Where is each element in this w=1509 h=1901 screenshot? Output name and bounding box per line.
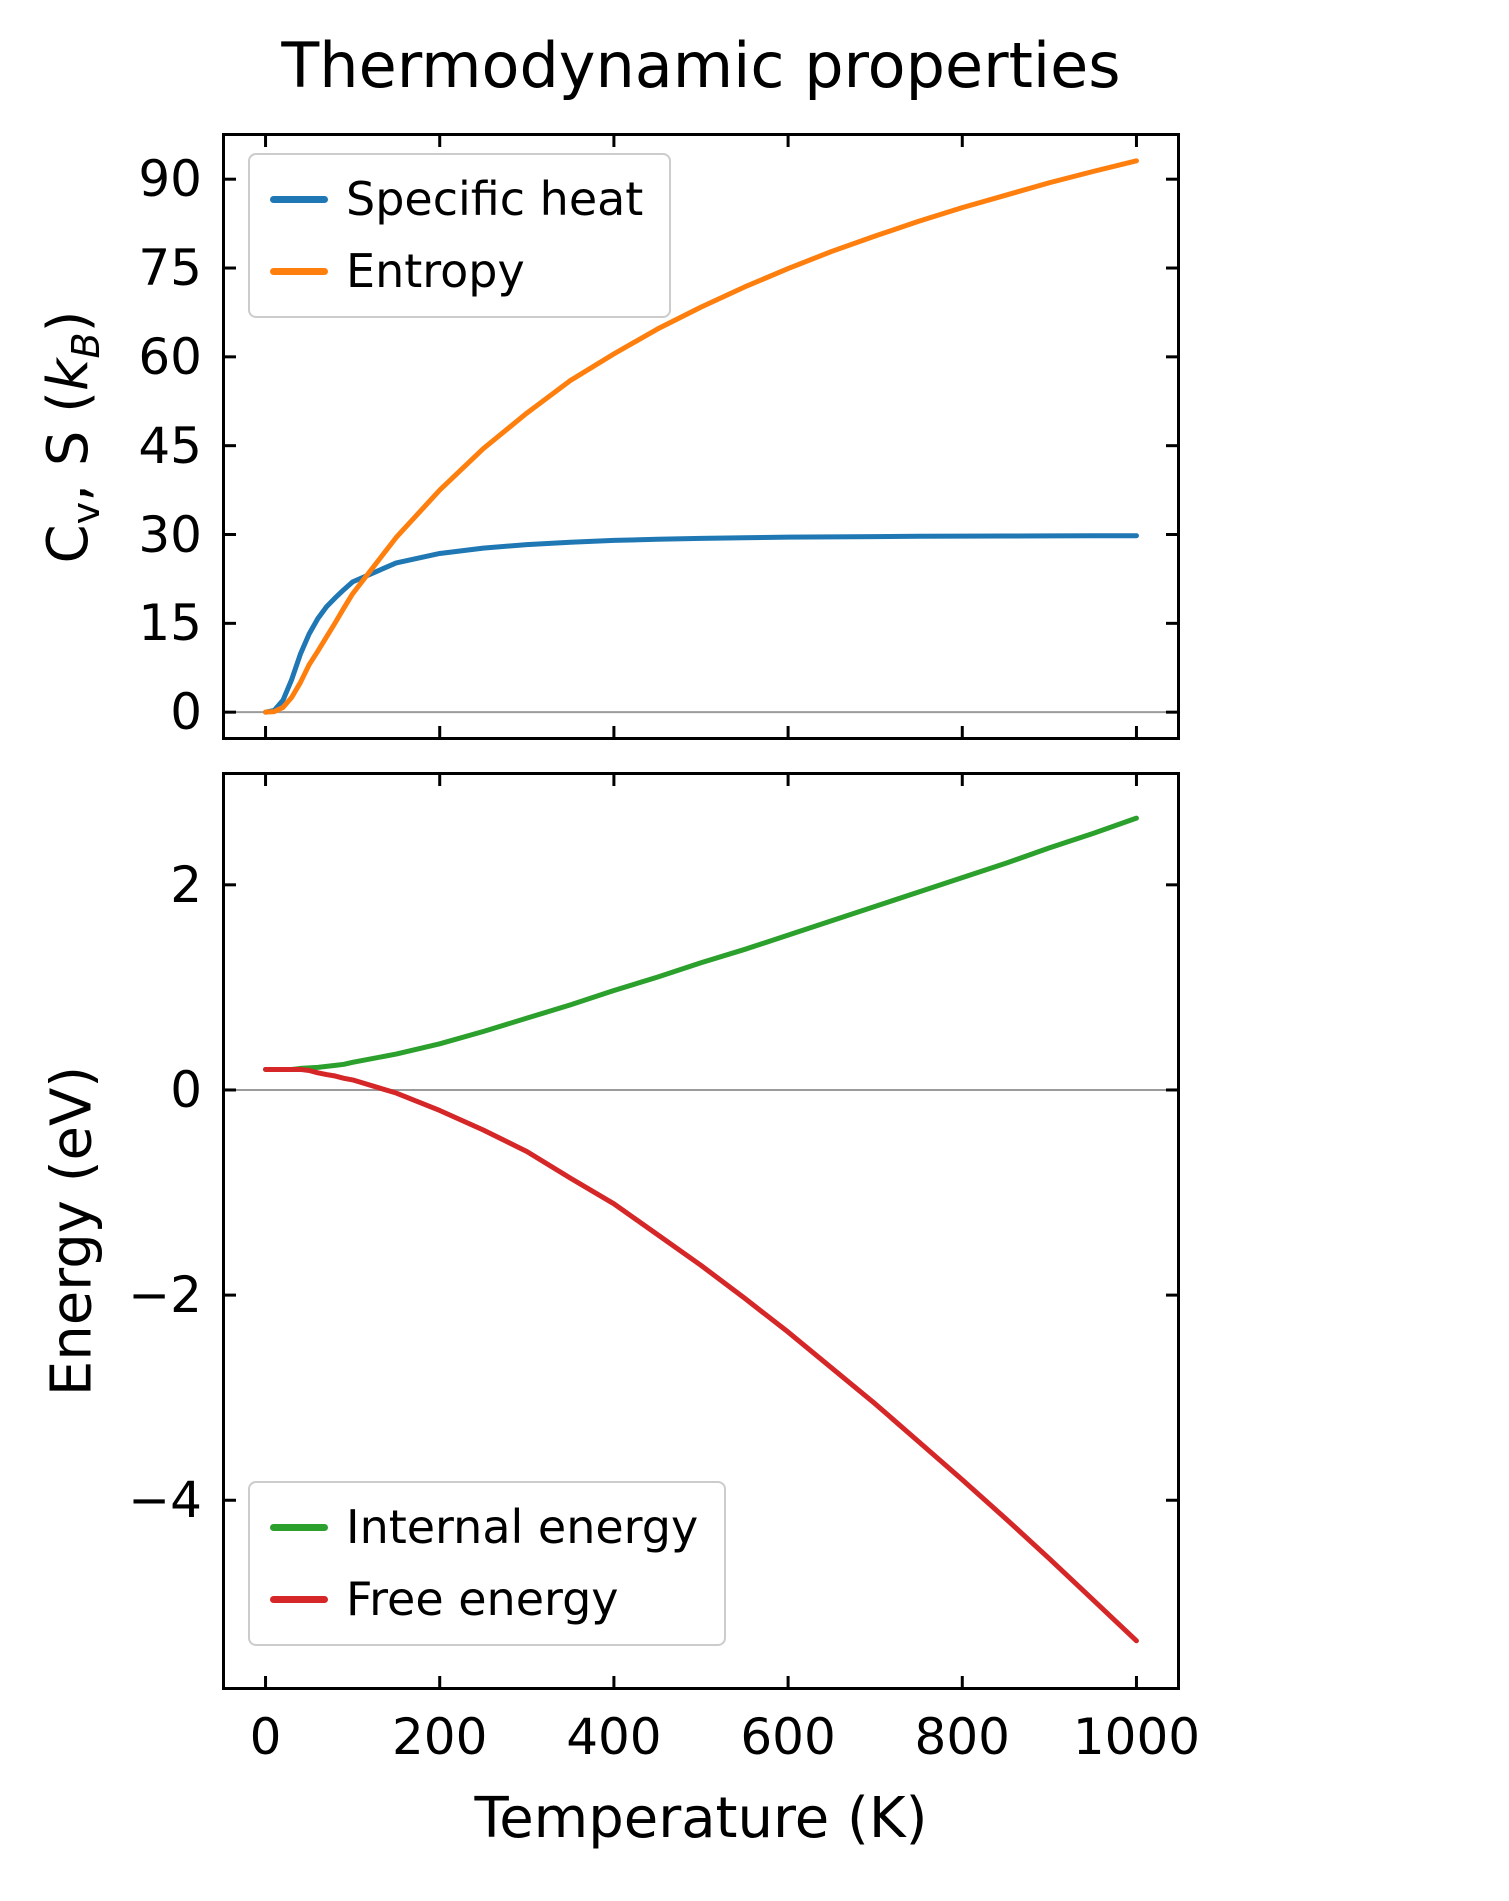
entropy-curve	[263, 158, 1139, 715]
top-legend: Specific heat Entropy	[248, 153, 672, 318]
free-energy-line-sample	[270, 1595, 328, 1603]
y-tick-label: 0	[170, 683, 202, 742]
y-tick-label: 90	[138, 150, 202, 209]
y-tick-label: 2	[170, 855, 202, 914]
y-tick-label: 45	[138, 416, 202, 475]
legend-label-entropy: Entropy	[346, 243, 525, 298]
y-tick-label: 30	[138, 505, 202, 564]
bottom-legend: Internal energy Free energy	[248, 1481, 727, 1646]
plot-canvas	[222, 772, 1180, 1690]
free-energy-curve	[263, 1066, 1139, 1644]
x-tick-label: 200	[392, 1708, 488, 1766]
entropy-line-sample	[270, 267, 328, 275]
top-y-axis-label: Cv, S (kB)	[35, 310, 109, 563]
x-tick-label: 400	[566, 1708, 662, 1766]
bottom-y-axis-label: Energy (eV)	[39, 1065, 105, 1397]
y-tick-label: 0	[170, 1060, 202, 1119]
specific-heat-line-sample	[270, 196, 328, 204]
plot-frame	[222, 772, 1180, 1690]
legend-item-free-energy: Free energy	[270, 1571, 698, 1629]
y-tick-label: 60	[138, 327, 202, 386]
x-tick-label: 800	[914, 1708, 1010, 1766]
top-plot: Cv, S (kB) Specific heat Entropy 0 15 30 45…	[36, 133, 1180, 740]
legend-label-internal-energy: Internal energy	[346, 1500, 699, 1554]
plot-frame	[222, 133, 1180, 740]
y-tick-label: −2	[128, 1266, 202, 1325]
x-tick-label: 600	[740, 1708, 836, 1766]
x-tick-label: 1000	[1072, 1708, 1201, 1766]
internal-energy-line-sample	[270, 1524, 328, 1532]
figure-title: Thermodynamic properties	[281, 29, 1121, 102]
x-tick-label: 0	[249, 1708, 282, 1766]
legend-item-specific-heat: Specific heat	[270, 171, 643, 229]
plot-canvas	[222, 133, 1180, 740]
legend-label-specific-heat: Specific heat	[346, 172, 644, 226]
legend-item-entropy: Entropy	[270, 243, 643, 301]
y-tick-label: −4	[128, 1471, 202, 1530]
x-axis-label: Temperature (K)	[474, 1786, 928, 1851]
legend-item-internal-energy: Internal energy	[270, 1499, 698, 1557]
legend-label-free-energy: Free energy	[346, 1571, 619, 1626]
specific-heat-curve	[263, 533, 1139, 715]
bottom-plot: Energy (eV) Temperature (K) Internal ene…	[40, 772, 1200, 1851]
internal-energy-curve	[263, 815, 1139, 1072]
y-tick-label: 75	[138, 239, 202, 298]
y-tick-label: 15	[138, 594, 202, 653]
